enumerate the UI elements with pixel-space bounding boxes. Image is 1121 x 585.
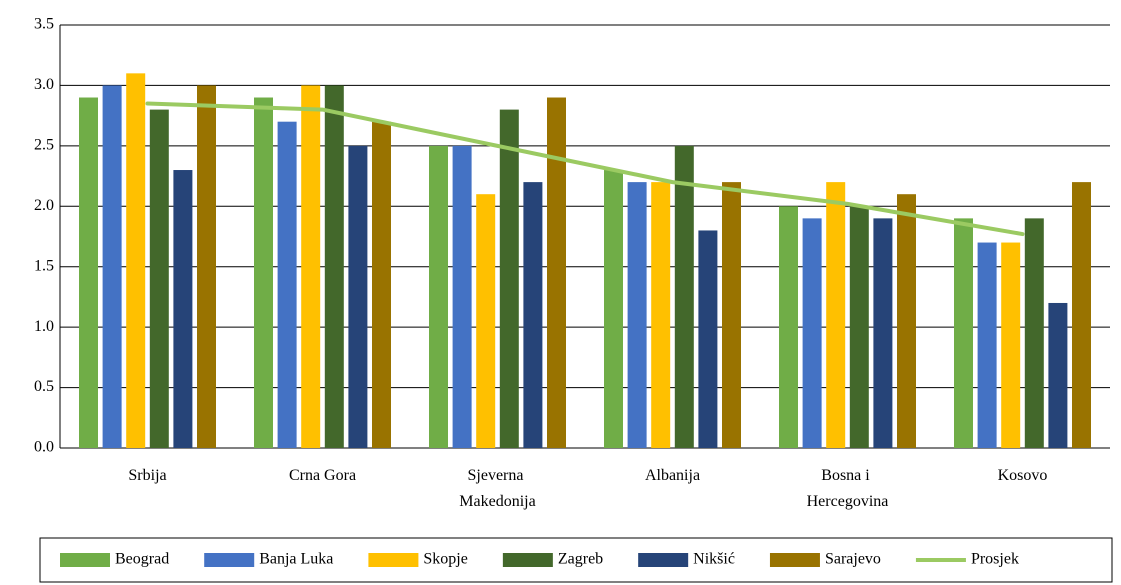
- bar: [651, 182, 671, 448]
- bar: [79, 97, 98, 448]
- bar: [452, 145, 472, 448]
- bar: [954, 218, 973, 448]
- bar: [149, 109, 169, 448]
- legend-swatch: [502, 553, 553, 567]
- bar: [348, 145, 368, 448]
- legend-label: Sarajevo: [825, 551, 881, 568]
- y-tick-label: 2.0: [34, 197, 54, 214]
- y-tick-label: 2.5: [34, 137, 54, 154]
- bar: [1072, 182, 1091, 448]
- y-tick-label: 1.0: [34, 318, 54, 335]
- legend-swatch: [638, 553, 689, 567]
- bar: [523, 182, 543, 448]
- bar: [873, 218, 893, 448]
- legend-swatch: [60, 553, 110, 567]
- bar: [826, 182, 846, 448]
- y-tick-label: 1.5: [34, 257, 54, 274]
- y-tick-label: 3.0: [34, 76, 54, 93]
- bar: [674, 145, 694, 448]
- bar: [254, 97, 273, 448]
- y-tick-label: 3.5: [34, 16, 54, 33]
- bar: [977, 242, 997, 448]
- line: [145, 101, 1025, 237]
- bar: [897, 194, 916, 448]
- legend-label: Skopje: [423, 551, 467, 568]
- bar: [277, 121, 297, 448]
- bar: [779, 206, 798, 448]
- legend-label: Prosjek: [971, 551, 1019, 568]
- bar: [627, 182, 647, 448]
- bar: [547, 97, 566, 448]
- x-tick-label: Crna Gora: [289, 467, 356, 484]
- bar: [197, 85, 216, 448]
- legend-swatch: [769, 553, 820, 567]
- x-tick-label: Bosna i Hercegovina: [807, 467, 889, 510]
- legend-label: Banja Luka: [259, 551, 333, 568]
- bar: [698, 230, 718, 448]
- bar: [301, 85, 321, 448]
- x-tick-label: Srbija: [128, 467, 166, 484]
- x-tick-label: Kosovo: [998, 467, 1048, 484]
- y-tick-label: 0.5: [34, 378, 54, 395]
- bar: [102, 85, 122, 448]
- bar: [1048, 302, 1068, 448]
- legend-swatch: [368, 553, 419, 567]
- legend-label: Nikšić: [693, 551, 735, 568]
- bar: [722, 182, 741, 448]
- bar: [372, 121, 391, 448]
- legend-label: Zagreb: [558, 551, 603, 568]
- bar: [1001, 242, 1021, 448]
- bar: [324, 85, 344, 448]
- legend-label: Beograd: [115, 551, 169, 568]
- bar: [849, 206, 869, 448]
- x-tick-label: Albanija: [645, 467, 700, 484]
- x-tick-label: Sjeverna Makedonija: [459, 467, 535, 510]
- bar: [126, 73, 146, 448]
- bar: [173, 170, 193, 448]
- bar: [476, 194, 496, 448]
- bar: [802, 218, 822, 448]
- bar: [499, 109, 519, 448]
- bar: [604, 170, 623, 448]
- legend-swatch: [204, 553, 255, 567]
- bar: [1024, 218, 1044, 448]
- bar: [429, 145, 448, 448]
- y-tick-label: 0.0: [34, 439, 54, 456]
